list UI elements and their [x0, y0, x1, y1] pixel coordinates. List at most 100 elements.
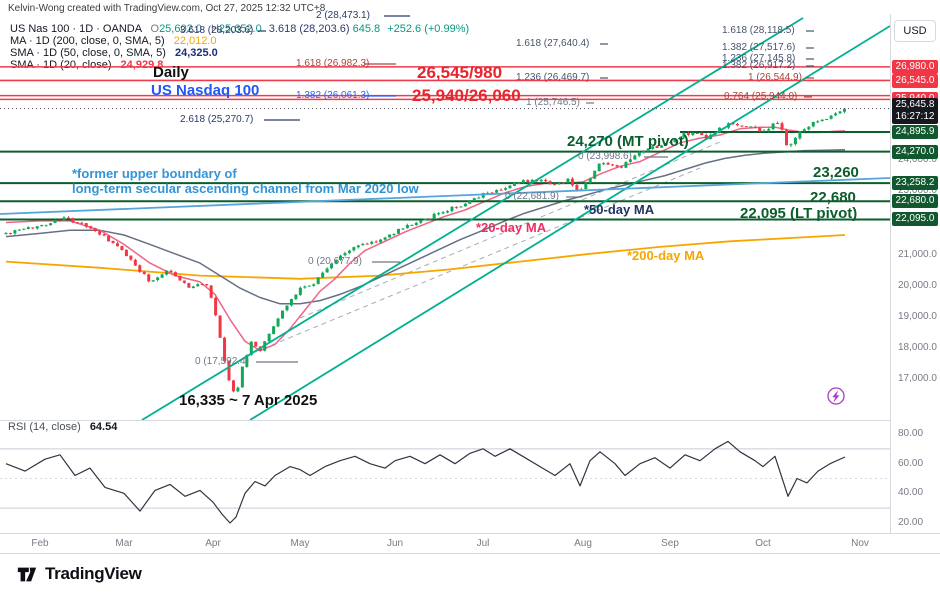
price-chart-canvas[interactable] — [0, 0, 890, 560]
axis-price-label: 40.00 — [898, 487, 924, 498]
time-axis-month-label: Apr — [205, 538, 221, 549]
fib-label: 1.618 (27,640.4) — [516, 38, 590, 49]
fib-label: 1.236 (27,145.8) — [722, 53, 796, 64]
annotation-april-low: 16,335 ~ 7 Apr 2025 — [179, 392, 318, 409]
level-price-tag: 26,980.0 — [892, 60, 938, 74]
fib-label: 1.236 (26,469.7) — [516, 72, 590, 83]
fib-label: 1 (26,544.9) — [748, 72, 802, 83]
axis-price-label: 60.00 — [898, 458, 924, 469]
credit-line: Kelvin-Wong created with TradingView.com… — [8, 3, 326, 14]
fib-label: 1.382 (26,061.3) — [296, 90, 370, 101]
rsi-legend-row[interactable]: RSI (14, close) 64.54 — [8, 421, 117, 433]
ma200-value: 22,012.0 — [173, 35, 217, 47]
fib-label: 2.618 (25,270.7) — [180, 114, 254, 125]
time-axis-month-label: May — [290, 538, 310, 549]
fib-label: 0 (20,677.9) — [308, 256, 362, 267]
axis-price-label: 17,000.0 — [898, 373, 937, 384]
flash-icon[interactable] — [827, 387, 845, 405]
rsi-value: 64.54 — [89, 421, 118, 433]
candlesticks — [4, 108, 846, 393]
ma20-line — [5, 126, 846, 352]
time-axis-month-label: Oct — [755, 538, 771, 549]
axis-price-label: 21,000.0 — [898, 249, 937, 260]
trendlines — [0, 17, 890, 421]
annotation-200day-ma: *200-day MA — [627, 248, 705, 263]
ma200-label: MA · 1D (200, close, 0, SMA, 5) — [10, 35, 165, 47]
annotation-resistance-1: 26,545/980 — [417, 63, 503, 82]
level-price-tag: 23,258.2 — [892, 176, 938, 190]
fib-label: 1 (25,746.5) — [526, 97, 580, 108]
legend-ma50-row[interactable]: SMA · 1D (50, close, 0, SMA, 5) 24,325.0 — [10, 47, 218, 59]
price-axis[interactable]: USD 24,000.0 23,000.0 21,000.0 20,000.0 19,0… — [890, 0, 940, 594]
dashed-guides — [254, 141, 721, 353]
fib-label: 2 (28,473.1) — [316, 10, 370, 21]
high-key: H — [210, 23, 219, 35]
annotation-50day-ma: *50-day MA — [584, 202, 655, 217]
ma50-value: 24,325.0 — [174, 47, 218, 59]
open-key: O — [150, 23, 160, 35]
fib-label: 0 (17,592.4) — [195, 356, 249, 367]
time-axis[interactable]: Feb Mar Apr May Jun Jul Aug Sep Oct Nov — [0, 533, 940, 554]
annotation-daily: Daily — [153, 64, 189, 81]
ma50-line — [5, 149, 846, 305]
time-axis-month-label: Jul — [476, 538, 490, 549]
fib-label: 1.382 (26,917.2) — [722, 60, 796, 71]
currency-toggle-button[interactable]: USD — [894, 20, 936, 42]
time-axis-month-label: Aug — [574, 538, 592, 549]
level-price-tag: 22,680.0 — [892, 194, 938, 208]
annotation-support-23260: 23,260 — [813, 164, 859, 181]
level-price-tag: 24,895.9 — [892, 125, 938, 139]
time-axis-month-label: Feb — [31, 538, 49, 549]
fib-label: 1.382 (27,517.6) — [722, 42, 796, 53]
legend-symbol-row[interactable]: US Nas 100 · 1D · OANDA O25,602.0 H25,65… — [10, 23, 469, 35]
axis-price-label: 20.00 — [898, 517, 924, 528]
time-axis-month-label: Mar — [115, 538, 133, 549]
fib-label: 0 (22,681.9) — [505, 191, 559, 202]
ma50-label: SMA · 1D (50, close, 0, SMA, 5) — [10, 47, 166, 59]
close-value-partial: 645.8 — [352, 23, 381, 35]
axis-price-label: 19,000.0 — [898, 311, 937, 322]
annotation-channel-note-line1: *former upper boundary of — [72, 166, 237, 181]
time-axis-month-label: Sep — [661, 538, 679, 549]
ma20-label: SMA · 1D (20, close) — [10, 59, 112, 71]
axis-price-label: 18,000.0 — [898, 342, 937, 353]
rsi-indicator-label: RSI (14, close) — [8, 421, 81, 433]
annotation-resistance-2: 25,940/26,060 — [412, 86, 521, 105]
symbol-title: US Nas 100 · 1D · OANDA — [10, 23, 142, 35]
change-value: +252.6 (+0.99%) — [387, 23, 470, 35]
fib-label: 0 (23,998.6) — [578, 151, 632, 162]
high-value: 25,652.0 — [218, 23, 262, 35]
axis-price-label: 80.00 — [898, 428, 924, 439]
legend-ma20-row[interactable]: SMA · 1D (20, close) 24,929.8 — [10, 59, 163, 71]
axis-separator — [890, 14, 891, 554]
time-axis-month-label: Nov — [851, 538, 869, 549]
annotation-lt-pivot: 22,095 (LT pivot) — [740, 205, 858, 222]
open-value: 25,602.0 — [159, 23, 202, 35]
tradingview-logo-text: TradingView — [45, 564, 142, 583]
current-price-tag: 25,645.8 16:27:12 — [892, 98, 938, 124]
ma20-value: 24,929.8 — [120, 59, 164, 71]
level-price-tag: 26,545.0 — [892, 74, 938, 88]
tradingview-logo-icon — [17, 567, 37, 582]
fib-label: 0.764 (25,944.0) — [724, 91, 798, 102]
pane-separator[interactable] — [0, 420, 940, 421]
fib-label: 1.618 (28,118.5) — [722, 25, 795, 36]
level-price-tag: 22,095.0 — [892, 212, 938, 226]
legend-ma200-row[interactable]: MA · 1D (200, close, 0, SMA, 5) 22,012.0 — [10, 35, 217, 47]
annotation-symbol-name: US Nasdaq 100 — [151, 82, 260, 99]
axis-price-label: 23,000.0 — [898, 185, 937, 196]
ma200-line — [5, 234, 846, 280]
time-axis-month-label: Jun — [386, 538, 404, 549]
tradingview-logo[interactable]: TradingView — [16, 563, 142, 585]
footer-bar: TradingView — [0, 555, 940, 594]
fib-label: 1.618 (26,982.3) — [296, 58, 370, 69]
fib-label: 3.618 (28,203.6) — [180, 25, 254, 36]
fib-overlap-label: 3.618 (28,203.6) — [268, 23, 350, 35]
fib-connectors — [256, 15, 814, 363]
axis-price-label: 20,000.0 — [898, 280, 937, 291]
level-price-tag: 24,270.0 — [892, 145, 938, 159]
axis-price-label: 24,000.0 — [898, 154, 937, 165]
annotation-mt-pivot: 24,270 (MT pivot) — [567, 133, 689, 150]
rsi-pane — [0, 440, 890, 524]
annotation-channel-note-line2: long-term secular ascending channel from… — [72, 181, 419, 196]
